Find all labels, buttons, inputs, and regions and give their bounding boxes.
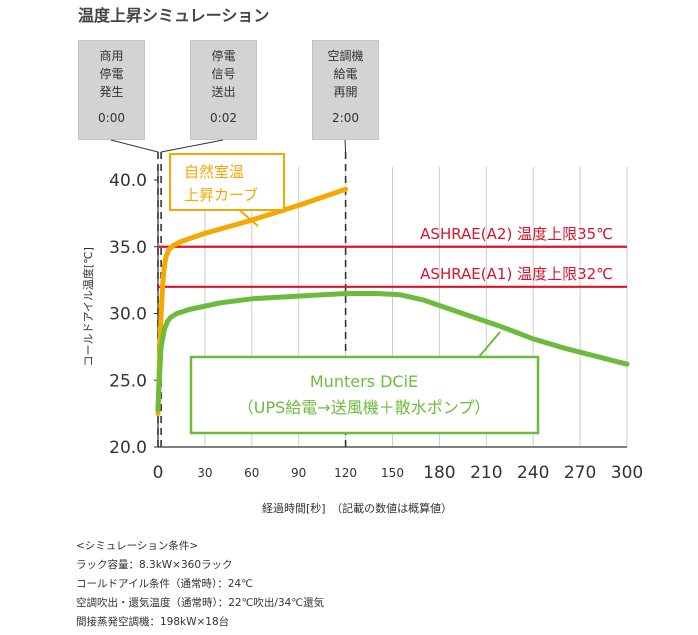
event-box-signal: 停電 信号 送出 0:02	[190, 40, 257, 140]
y-tick-label: 25.0	[109, 371, 147, 391]
x-tick-label: 0	[153, 463, 164, 483]
event-label: 給電	[333, 67, 358, 81]
series-label-leader	[477, 331, 501, 359]
series-label: （UPS給電→送風機＋散水ポンプ）	[238, 398, 490, 417]
x-tick-label: 240	[517, 463, 549, 483]
series-label: 自然室温	[184, 163, 244, 181]
series-label: Munters DCiE	[310, 372, 418, 391]
event-box-ac-restart: 空調機 給電 再開 2:00	[312, 40, 379, 140]
event-label: 停電	[211, 49, 236, 63]
y-tick-label: 30.0	[109, 305, 147, 325]
x-tick-label: 270	[564, 463, 596, 483]
event-label: 信号	[211, 67, 236, 81]
simulation-conditions: <シミュレーション条件> ラック容量：8.3kW×360ラック コールドアイル条…	[76, 537, 324, 632]
x-tick-label: 30	[197, 466, 212, 480]
event-label: 商用	[99, 49, 124, 63]
event-label: 再開	[333, 85, 358, 99]
condition-item: 間接蒸発空調機：198kW×18台	[76, 616, 230, 628]
conditions-header: <シミュレーション条件>	[76, 540, 199, 552]
series-label-box	[189, 355, 540, 435]
x-tick-label: 120	[334, 466, 357, 480]
event-box-power-outage: 商用 停電 発生 0:00	[78, 40, 145, 140]
event-connector	[110, 139, 159, 153]
x-tick-label: 210	[470, 463, 502, 483]
event-time: 0:02	[210, 111, 237, 125]
condition-item: 空調吹出・還気温度（通常時）：22℃吹出/34℃還気	[76, 597, 325, 609]
x-tick-label: 150	[381, 466, 404, 480]
event-label: 発生	[99, 85, 124, 99]
event-label: 送出	[211, 85, 236, 99]
chart-title: 温度上昇シミュレーション	[78, 6, 270, 25]
event-connector	[344, 139, 347, 153]
x-tick-label: 60	[244, 466, 259, 480]
series-label: 上昇カーブ	[184, 186, 258, 204]
y-tick-label: 35.0	[109, 238, 147, 258]
condition-item: コールドアイル条件（通常時）：24℃	[76, 578, 253, 590]
event-label: 空調機	[327, 49, 364, 63]
condition-item: ラック容量：8.3kW×360ラック	[76, 559, 233, 571]
event-time: 0:00	[98, 111, 125, 125]
event-connector	[161, 139, 224, 153]
y-axis-label: コールドアイル温度[℃]	[81, 247, 95, 366]
event-time: 2:00	[332, 111, 359, 125]
x-tick-label: 300	[611, 463, 643, 483]
y-tick-label: 40.0	[109, 171, 147, 191]
threshold-label: ASHRAE(A1) 温度上限32℃	[420, 265, 613, 283]
series-label-box	[169, 153, 285, 211]
x-tick-label: 180	[423, 463, 455, 483]
threshold-label: ASHRAE(A2) 温度上限35℃	[420, 225, 613, 243]
series-line	[155, 291, 630, 413]
x-tick-label: 90	[291, 466, 306, 480]
x-axis-title: 経過時間[秒] （記載の数値は概算値）	[262, 502, 453, 515]
event-label: 停電	[99, 67, 124, 81]
y-tick-label: 20.0	[109, 438, 147, 458]
